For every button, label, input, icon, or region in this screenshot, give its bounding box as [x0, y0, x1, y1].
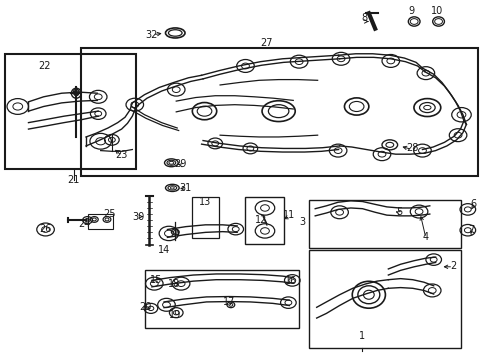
Text: 11: 11 — [283, 210, 295, 220]
Text: 23: 23 — [115, 150, 127, 160]
Text: 3: 3 — [298, 217, 305, 227]
Text: 1: 1 — [358, 331, 364, 341]
Text: 20: 20 — [139, 302, 151, 312]
Text: 26: 26 — [40, 225, 52, 234]
Bar — [191, 197, 219, 238]
Bar — [81, 48, 477, 176]
Text: 9: 9 — [407, 6, 413, 16]
Text: 32: 32 — [145, 30, 158, 40]
Text: 27: 27 — [260, 38, 273, 48]
Text: 7: 7 — [467, 225, 473, 235]
Text: 18: 18 — [167, 279, 180, 289]
Text: 5: 5 — [396, 207, 402, 217]
Text: 2: 2 — [449, 261, 455, 271]
Text: 8: 8 — [360, 13, 366, 23]
Bar — [4, 54, 136, 168]
Text: 14: 14 — [158, 245, 170, 255]
Text: 29: 29 — [174, 159, 186, 169]
Text: 12: 12 — [255, 215, 267, 225]
Text: 4: 4 — [422, 232, 428, 242]
Text: 16: 16 — [285, 276, 297, 286]
Text: 17: 17 — [222, 297, 235, 307]
Bar — [308, 250, 461, 348]
Text: 21: 21 — [67, 175, 80, 185]
Text: 31: 31 — [179, 183, 191, 193]
Text: 25: 25 — [103, 210, 116, 220]
Text: 19: 19 — [169, 310, 181, 320]
Bar — [308, 200, 461, 248]
Bar — [245, 197, 284, 244]
Text: 15: 15 — [149, 275, 162, 285]
Text: 30: 30 — [132, 212, 144, 221]
Text: 22: 22 — [38, 61, 51, 71]
Text: 6: 6 — [469, 199, 476, 210]
Text: 13: 13 — [199, 197, 211, 207]
Text: 28: 28 — [405, 143, 418, 153]
Text: 24: 24 — [78, 219, 91, 229]
Text: 10: 10 — [429, 6, 442, 16]
Bar — [145, 270, 299, 328]
Bar — [88, 214, 113, 229]
